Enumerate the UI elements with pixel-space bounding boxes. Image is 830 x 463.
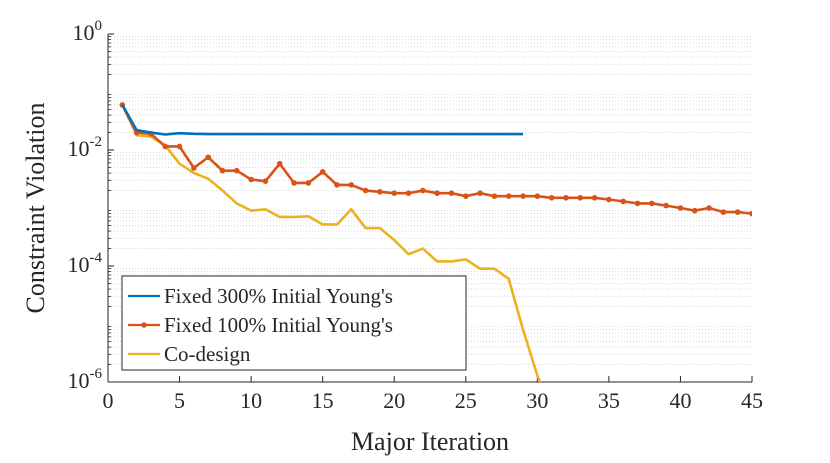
- legend-label: Co-design: [164, 342, 251, 366]
- y-axis-title: Constraint Violation: [21, 102, 50, 313]
- x-tick-label: 10: [240, 388, 262, 413]
- data-point: [176, 143, 183, 150]
- y-tick-label: 10-2: [68, 134, 103, 161]
- data-point: [276, 160, 283, 167]
- legend-item-co-design: Co-design: [128, 342, 251, 366]
- data-point: [291, 180, 297, 186]
- data-point: [720, 209, 727, 215]
- data-point: [191, 165, 197, 171]
- data-point: [491, 193, 498, 199]
- data-point: [420, 187, 426, 194]
- data-point: [749, 210, 752, 217]
- data-point: [162, 143, 169, 150]
- x-tick-label: 35: [598, 388, 620, 413]
- axes: [107, 33, 753, 383]
- data-point: [305, 180, 312, 186]
- data-point: [205, 154, 211, 161]
- y-tick-label: 10-6: [68, 366, 103, 393]
- data-point: [548, 194, 555, 201]
- data-point: [606, 196, 612, 203]
- data-point: [649, 200, 655, 207]
- series-layer: [119, 102, 752, 382]
- legend-item-fixed-100: Fixed 100% Initial Young's: [128, 313, 393, 337]
- data-point: [391, 190, 398, 196]
- data-point: [706, 205, 712, 211]
- x-tick-label: 5: [174, 388, 185, 413]
- legend-label: Fixed 300% Initial Young's: [164, 284, 393, 308]
- data-point: [477, 190, 483, 196]
- y-tick-label: 10-4: [68, 250, 103, 277]
- x-tick-label: 20: [383, 388, 405, 413]
- series-line: [121, 104, 542, 382]
- data-point: [334, 182, 340, 188]
- x-tick-label: 30: [526, 388, 548, 413]
- legend-box: [121, 275, 467, 371]
- x-tick-label: 15: [312, 388, 334, 413]
- grid: [108, 36, 752, 365]
- data-point: [248, 176, 254, 183]
- data-point: [262, 178, 269, 184]
- data-point: [234, 167, 240, 174]
- x-tick-label: 25: [455, 388, 477, 413]
- data-point: [362, 187, 369, 194]
- data-point: [677, 205, 684, 211]
- data-point: [563, 194, 569, 201]
- data-point: [663, 202, 669, 209]
- data-point: [520, 193, 526, 199]
- legend: Fixed 300% Initial Young's Fixed 100% In…: [121, 275, 467, 371]
- data-point: [505, 193, 512, 199]
- data-point: [734, 209, 741, 215]
- legend-item-fixed-300: Fixed 300% Initial Young's: [128, 284, 393, 308]
- data-point: [434, 190, 440, 196]
- data-point: [577, 194, 584, 201]
- data-point: [620, 198, 626, 205]
- data-point: [405, 190, 412, 196]
- data-point: [377, 189, 383, 195]
- x-tick-label: 40: [669, 388, 691, 413]
- data-point: [348, 182, 355, 188]
- data-point: [691, 207, 698, 214]
- tick-labels: 0 5 10 15 20 25 30 35 40 45 10-6 10-4 10-2 100: [68, 18, 764, 413]
- data-point: [462, 193, 469, 199]
- data-point: [591, 194, 598, 201]
- legend-label: Fixed 100% Initial Young's: [164, 313, 393, 337]
- data-point: [634, 200, 641, 207]
- x-axis-title: Major Iteration: [351, 427, 509, 456]
- x-tick-label: 0: [103, 388, 114, 413]
- x-tick-label: 45: [741, 388, 763, 413]
- data-point: [219, 167, 226, 174]
- series-1: [119, 102, 752, 217]
- data-point: [319, 169, 326, 175]
- data-point: [534, 193, 541, 199]
- series-0: [121, 104, 524, 136]
- data-point: [448, 190, 455, 196]
- y-tick-label: 100: [73, 18, 103, 45]
- legend-marker: [141, 322, 147, 328]
- series-line: [121, 104, 524, 136]
- series-2: [121, 104, 542, 382]
